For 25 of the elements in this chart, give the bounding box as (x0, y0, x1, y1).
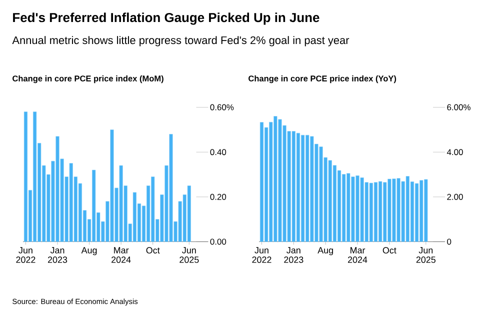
y-axis-title: Change in core PCE price index (MoM) (12, 75, 164, 84)
x-tick-label: Jun 2022 (252, 247, 272, 263)
x-tick-label: Oct (382, 247, 396, 254)
y-tick-label: 0.40 (210, 149, 226, 156)
x-tick-label: Jan 2023 (48, 247, 68, 263)
x-tick-label: Oct (146, 247, 160, 254)
y-tick-label: 0.20 (210, 194, 226, 200)
x-tick-label: Aug (318, 247, 333, 256)
y-tick-label: 0 (447, 238, 452, 245)
y-tick-label: 0.60% (210, 104, 234, 110)
bar (24, 112, 28, 242)
x-tick-label: Jun 2022 (16, 247, 36, 263)
x-tick-label: Jan 2023 (284, 247, 304, 263)
x-tick-label: Jun 2025 (416, 247, 436, 263)
y-axis-title: Change in core PCE price index (YoY) (248, 75, 396, 84)
y-tick-label: 6.00% (447, 104, 470, 110)
x-tick-label: Mar 2024 (112, 247, 131, 263)
chart-subtitle: Annual metric shows little progress toward Fed's 2% goal in past year (12, 36, 350, 46)
y-tick-label: 4.00 (446, 149, 463, 156)
x-tick-label: Mar 2024 (348, 247, 368, 263)
y-tick-label: 0.00 (210, 238, 226, 245)
y-tick-label: 2.00 (447, 194, 463, 200)
chart-title: Fed's Preferred Inflation Gauge Picked Up in June (13, 12, 320, 25)
x-tick-label: Jun 2025 (180, 247, 199, 263)
x-tick-label: Aug (81, 247, 97, 256)
